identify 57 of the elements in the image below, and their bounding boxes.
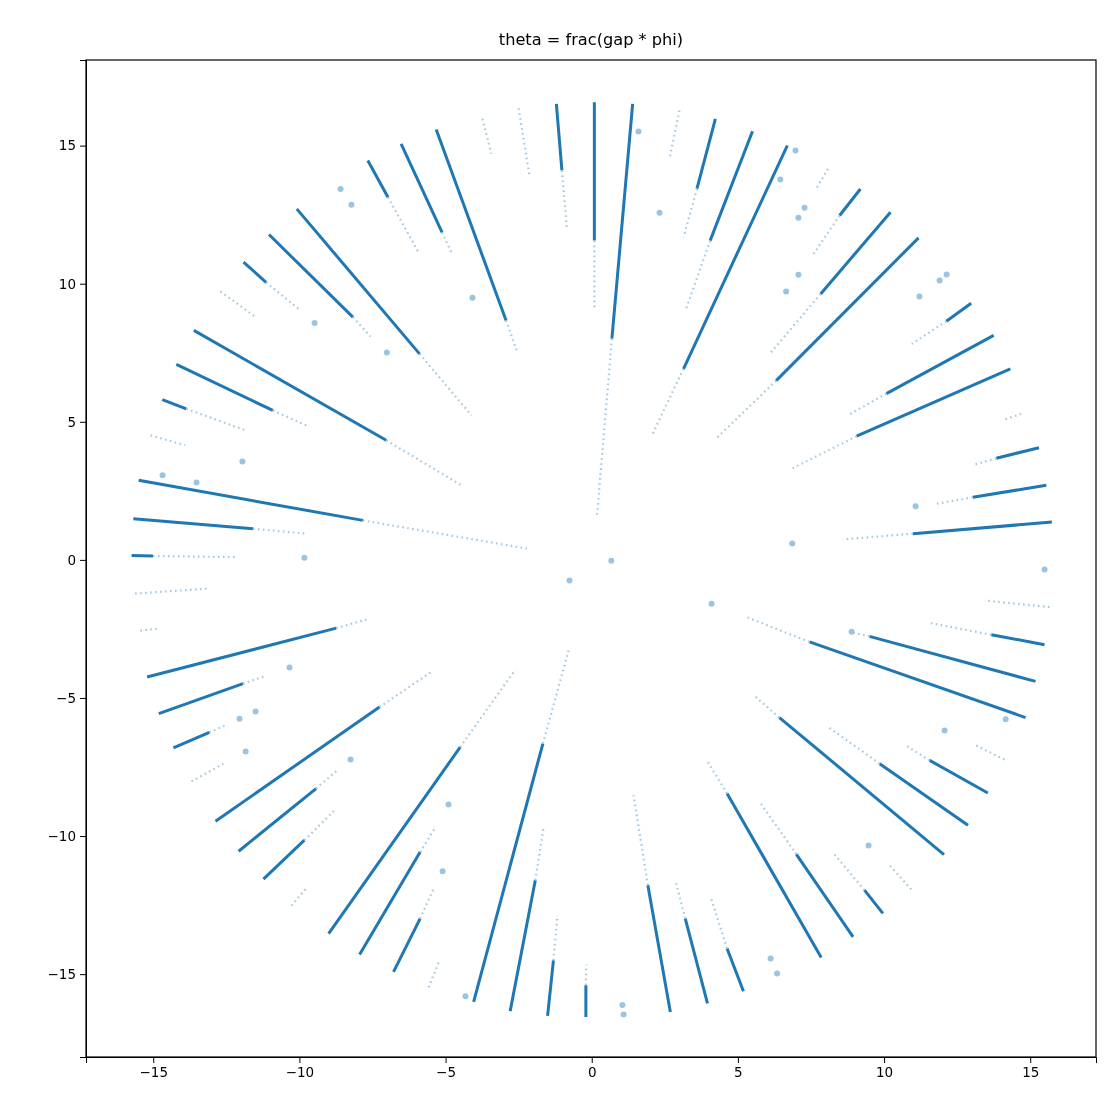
- point: [383, 349, 390, 356]
- point: [239, 458, 246, 465]
- point: [774, 970, 781, 977]
- point: [795, 214, 802, 221]
- point: [311, 319, 318, 326]
- x-tick-label: −10: [285, 1063, 315, 1080]
- point: [916, 293, 923, 300]
- x-tick-label: 0: [587, 1063, 597, 1080]
- point: [783, 288, 790, 295]
- point: [789, 540, 796, 547]
- point: [286, 664, 293, 671]
- point: [337, 185, 344, 192]
- y-tick-label: −10: [47, 827, 76, 844]
- point: [620, 1011, 627, 1018]
- chart-title: theta = frac(gap * phi): [498, 30, 684, 49]
- point: [347, 756, 354, 763]
- point: [608, 557, 615, 564]
- x-tick-label: 5: [734, 1063, 743, 1080]
- x-tick-label: −5: [436, 1063, 457, 1080]
- point: [439, 868, 446, 875]
- point: [941, 727, 948, 734]
- point: [566, 577, 573, 584]
- point: [445, 801, 452, 808]
- point: [1041, 566, 1048, 573]
- point: [912, 503, 919, 510]
- point: [777, 176, 784, 183]
- y-tick-label: 5: [67, 413, 76, 430]
- point: [936, 277, 943, 284]
- y-tick-label: 10: [58, 275, 76, 292]
- point: [865, 842, 872, 849]
- point: [159, 472, 166, 479]
- y-tick-label: 15: [58, 137, 76, 154]
- point: [301, 554, 308, 561]
- point: [795, 271, 802, 278]
- point: [462, 993, 469, 1000]
- point: [619, 1002, 626, 1009]
- point: [348, 201, 355, 208]
- point: [469, 294, 476, 301]
- point: [242, 748, 249, 755]
- point: [1002, 716, 1009, 723]
- point: [767, 955, 774, 962]
- y-tick-label: 0: [67, 551, 76, 568]
- point: [848, 628, 855, 635]
- x-tick-label: −15: [139, 1063, 168, 1080]
- point: [635, 128, 642, 135]
- point: [656, 209, 663, 216]
- point: [252, 708, 259, 715]
- point: [193, 479, 200, 486]
- point: [801, 204, 808, 211]
- y-tick-label: −5: [56, 689, 76, 706]
- point: [943, 271, 950, 278]
- point: [708, 600, 715, 607]
- y-tick-label: −15: [47, 965, 76, 982]
- x-tick-label: 15: [1022, 1063, 1040, 1080]
- point: [792, 147, 799, 154]
- point: [236, 715, 243, 722]
- x-tick-label: 10: [875, 1063, 894, 1080]
